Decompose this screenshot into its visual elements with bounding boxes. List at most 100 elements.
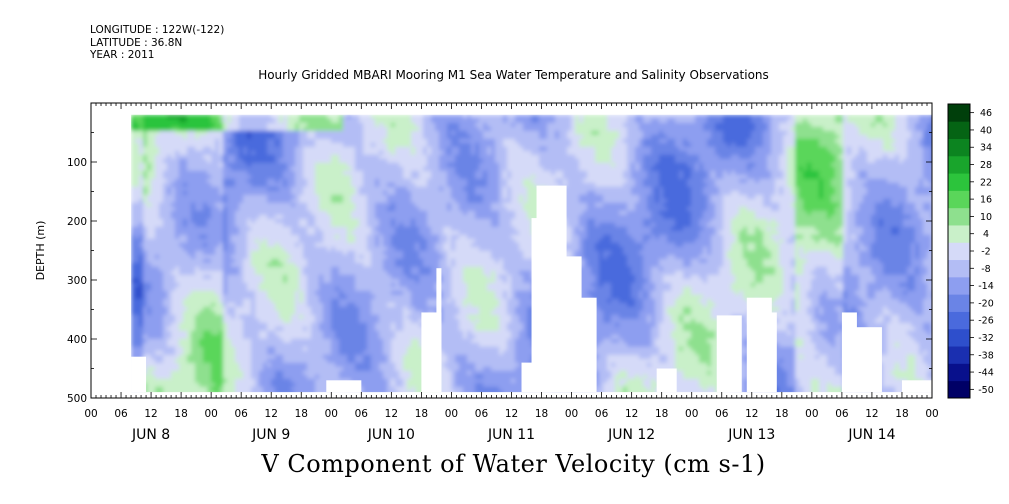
heatmap-cell [259, 282, 264, 288]
heatmap-cell [291, 122, 296, 128]
heatmap-cell [243, 250, 248, 256]
heatmap-cell [143, 130, 148, 136]
heatmap-cell [251, 142, 256, 148]
heatmap-cell [359, 378, 364, 384]
heatmap-cell [343, 134, 348, 140]
heatmap-cell [415, 182, 420, 188]
heatmap-cell [287, 298, 292, 304]
heatmap-cell [331, 342, 336, 348]
heatmap-cell [343, 270, 348, 276]
heatmap-cell [199, 178, 204, 184]
heatmap-cell [247, 250, 252, 256]
heatmap-cell [407, 258, 412, 264]
heatmap-cell [191, 174, 196, 180]
heatmap-cell [355, 186, 360, 192]
heatmap-cell [259, 186, 264, 192]
heatmap-cell [351, 150, 356, 156]
heatmap-cell [279, 302, 284, 308]
heatmap-cell [299, 314, 304, 320]
heatmap-cell [287, 246, 292, 252]
heatmap-cell [335, 134, 340, 140]
heatmap-cell [291, 230, 296, 236]
heatmap-cell [399, 234, 404, 240]
heatmap-cell [367, 162, 372, 168]
heatmap-cell [231, 298, 236, 304]
heatmap-cell [239, 182, 244, 188]
heatmap-cell [391, 318, 396, 324]
heatmap-cell [375, 254, 380, 260]
heatmap-cell [339, 342, 344, 348]
heatmap-cell [215, 162, 220, 168]
heatmap-cell [339, 190, 344, 196]
heatmap-cell [375, 246, 380, 252]
heatmap-cell [279, 342, 284, 348]
heatmap-cell [283, 286, 288, 292]
heatmap-cell [403, 174, 408, 180]
heatmap-cell [391, 194, 396, 200]
heatmap-cell [191, 378, 196, 384]
heatmap-cell [227, 222, 232, 228]
heatmap-cell [363, 322, 368, 328]
heatmap-cell [315, 354, 320, 360]
heatmap-cell [371, 314, 376, 320]
heatmap-cell [191, 382, 196, 388]
heatmap-cell [255, 186, 260, 192]
heatmap-cell [199, 346, 204, 352]
heatmap-cell [255, 298, 260, 304]
heatmap-cell [279, 234, 284, 240]
heatmap-cell [255, 178, 260, 184]
heatmap-cell [339, 210, 344, 216]
heatmap-cell [267, 158, 272, 164]
heatmap-cell [191, 134, 196, 140]
heatmap-cell [335, 174, 340, 180]
heatmap-cell [179, 198, 184, 204]
heatmap-cell [227, 314, 232, 320]
heatmap-cell [175, 318, 180, 324]
heatmap-cell [407, 286, 412, 292]
heatmap-cell [351, 118, 356, 124]
heatmap-cell [279, 362, 284, 368]
heatmap-cell [319, 250, 324, 256]
heatmap-cell [391, 114, 396, 120]
heatmap-cell [323, 374, 328, 380]
heatmap-cell [287, 354, 292, 360]
heatmap-cell [387, 382, 392, 388]
heatmap-cell [355, 178, 360, 184]
heatmap-cell [395, 210, 400, 216]
heatmap-cell [159, 230, 164, 236]
heatmap-cell [131, 230, 136, 236]
heatmap-cell [171, 290, 176, 296]
heatmap-cell [247, 238, 252, 244]
heatmap-cell [347, 346, 352, 352]
heatmap-cell [403, 258, 408, 264]
heatmap-cell [271, 326, 276, 332]
heatmap-cell [307, 138, 312, 144]
heatmap-cell [267, 166, 272, 172]
heatmap-cell [247, 314, 252, 320]
heatmap-cell [195, 202, 200, 208]
heatmap-cell [327, 346, 332, 352]
heatmap-cell [247, 378, 252, 384]
heatmap-cell [303, 374, 308, 380]
heatmap-cell [195, 246, 200, 252]
heatmap-cell [399, 342, 404, 348]
heatmap-cell [235, 278, 240, 284]
heatmap-cell [303, 258, 308, 264]
heatmap-cell [171, 358, 176, 364]
heatmap-cell [195, 222, 200, 228]
heatmap-cell [287, 262, 292, 268]
heatmap-cell [395, 354, 400, 360]
heatmap-cell [275, 258, 280, 264]
heatmap-cell [203, 390, 208, 393]
heatmap-cell [195, 230, 200, 236]
heatmap-cell [391, 330, 396, 336]
heatmap-cell [231, 290, 236, 296]
heatmap-cell [315, 222, 320, 228]
heatmap-cell [375, 350, 380, 356]
heatmap-cell [279, 114, 284, 120]
heatmap-cell [379, 330, 384, 336]
heatmap-cell [191, 150, 196, 156]
heatmap-cell [235, 214, 240, 220]
heatmap-cell [307, 234, 312, 240]
heatmap-cell [191, 126, 196, 132]
